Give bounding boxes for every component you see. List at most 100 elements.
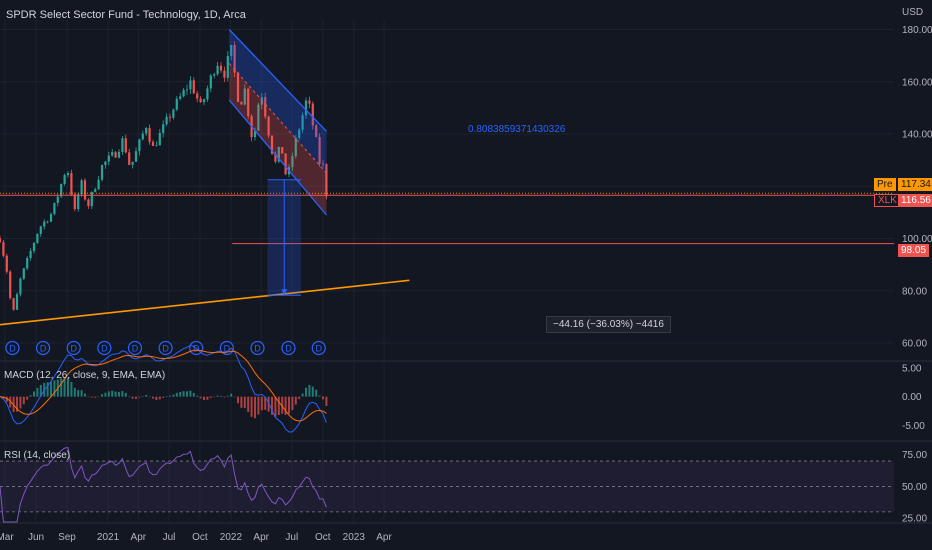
- candle-body: [206, 88, 209, 100]
- macd-histogram-bar: [121, 390, 124, 397]
- macd-histogram-bar: [90, 396, 93, 398]
- macd-histogram-bar: [138, 396, 141, 398]
- candle-body: [22, 268, 25, 279]
- candle-body: [277, 147, 280, 162]
- candle-body: [281, 147, 284, 154]
- macd-histogram-bar: [165, 396, 168, 397]
- candle-body: [29, 250, 32, 259]
- macd-histogram-bar: [46, 382, 49, 397]
- macd-histogram-bar: [175, 392, 178, 397]
- macd-histogram-bar: [33, 391, 35, 397]
- macd-histogram-bar: [281, 396, 284, 414]
- time-axis-tick: Oct: [192, 532, 208, 543]
- rsi-line: [0, 447, 327, 523]
- time-axis-tick: Jul: [285, 532, 298, 543]
- macd-histogram-bar: [70, 381, 73, 397]
- candle-body: [77, 194, 80, 210]
- macd-histogram-bar: [80, 390, 83, 397]
- candle-body: [12, 298, 15, 310]
- macd-histogram-bar: [257, 396, 260, 415]
- candle-body: [131, 161, 134, 165]
- candle-body: [0, 238, 2, 243]
- macd-histogram-bar: [254, 396, 256, 419]
- candle-body: [168, 116, 172, 118]
- macd-histogram-bar: [267, 396, 270, 412]
- time-axis-tick: Jul: [163, 532, 176, 543]
- macd-histogram-bar: [104, 392, 107, 397]
- macd-histogram-bar: [264, 396, 267, 410]
- macd-histogram-bar: [325, 396, 328, 406]
- macd-histogram-bar: [77, 390, 80, 397]
- candle-body: [39, 226, 42, 234]
- candle-body: [185, 89, 189, 91]
- candle-body: [267, 116, 270, 136]
- macd-histogram-bar: [271, 396, 273, 415]
- macd-histogram-bar: [223, 396, 226, 398]
- candle-body: [36, 233, 39, 243]
- candle-body: [15, 294, 19, 310]
- dividend-marker-label: D: [316, 344, 323, 354]
- price-axis-tick: 80.00: [902, 286, 927, 297]
- chart-title[interactable]: SPDR Select Sector Fund - Technology, 1D…: [6, 9, 246, 21]
- candle-body: [49, 214, 53, 222]
- candle-body: [230, 44, 233, 56]
- ticker-label: XLK: [874, 194, 901, 207]
- candle-body: [318, 136, 321, 164]
- macd-legend[interactable]: MACD (12, 26, close, 9, EMA, EMA): [4, 370, 166, 381]
- candle-body: [202, 99, 206, 103]
- horizontal-level-price: 98.05: [898, 244, 930, 257]
- rsi-legend[interactable]: RSI (14, close): [4, 450, 71, 461]
- time-axis-tick: 2022: [220, 532, 243, 543]
- candle-body: [311, 103, 314, 126]
- candle-body: [53, 202, 56, 215]
- macd-histogram-bar: [199, 396, 202, 399]
- macd-histogram-bar: [301, 393, 304, 397]
- candle-body: [90, 191, 93, 207]
- macd-line: [0, 344, 327, 433]
- macd-histogram-bar: [298, 396, 301, 400]
- currency-label[interactable]: USD: [902, 7, 924, 18]
- time-axis-tick: Sep: [58, 532, 76, 543]
- channel-middle-line: [228, 63, 327, 174]
- candle-body: [70, 173, 73, 195]
- dividend-marker-label: D: [285, 344, 292, 354]
- macd-histogram-bar: [186, 391, 188, 397]
- candle-body: [32, 242, 36, 251]
- macd-histogram-bar: [311, 386, 314, 397]
- macd-histogram-bar: [305, 387, 307, 397]
- macd-histogram-bar: [39, 384, 42, 397]
- candle-body: [80, 180, 83, 195]
- channel-upper-line: [228, 29, 327, 132]
- macd-histogram-bar: [179, 391, 182, 397]
- time-axis-tick: 2021: [97, 532, 120, 543]
- macd-histogram-bar: [94, 396, 97, 398]
- macd-histogram-bar: [318, 395, 321, 397]
- macd-histogram-bar: [124, 392, 127, 397]
- candle-body: [274, 153, 277, 162]
- time-axis-tick: Apr: [376, 532, 392, 543]
- macd-histogram-bar: [114, 391, 117, 397]
- candle-body: [162, 124, 165, 133]
- candle-body: [121, 138, 124, 152]
- dividend-marker: [97, 340, 112, 356]
- price-range-measure: −44.16 (−36.03%) −4416: [546, 316, 671, 333]
- candle-body: [111, 152, 114, 156]
- macd-histogram-bar: [97, 396, 100, 398]
- candle-body: [128, 152, 131, 165]
- macd-histogram-bar: [26, 396, 29, 400]
- candle-body: [304, 100, 308, 116]
- macd-histogram-bar: [9, 396, 12, 408]
- candle-body: [107, 155, 110, 162]
- candle-body: [247, 88, 250, 117]
- price-axis-tick: 140.00: [902, 130, 932, 141]
- dividend-marker: [281, 340, 296, 356]
- macd-axis-tick: 5.00: [902, 363, 922, 374]
- candle-body: [9, 271, 12, 299]
- macd-histogram-bar: [216, 395, 219, 397]
- macd-histogram-bar: [145, 394, 148, 397]
- time-axis-tick: Apr: [253, 532, 269, 543]
- candle-body: [97, 179, 100, 190]
